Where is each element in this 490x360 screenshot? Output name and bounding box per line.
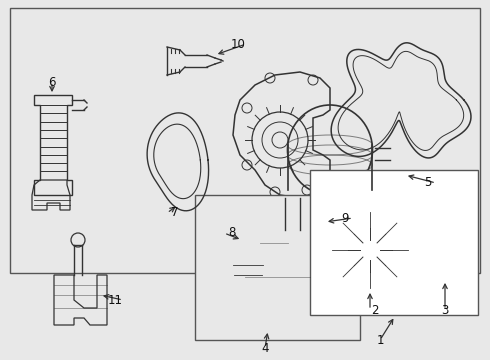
Text: 4: 4 [261,342,269,355]
Bar [10,8,480,273]
Text: 2: 2 [371,303,379,316]
Text: 7: 7 [171,207,179,220]
Bar [310,170,478,315]
Bar [195,195,360,340]
Text: 6: 6 [48,76,56,89]
Text: 8: 8 [228,226,236,239]
Text: 1: 1 [376,333,384,346]
Text: 11: 11 [107,293,122,306]
Text: 10: 10 [231,37,245,50]
Text: 3: 3 [441,303,449,316]
Text: 5: 5 [424,176,432,189]
Text: 9: 9 [341,211,349,225]
